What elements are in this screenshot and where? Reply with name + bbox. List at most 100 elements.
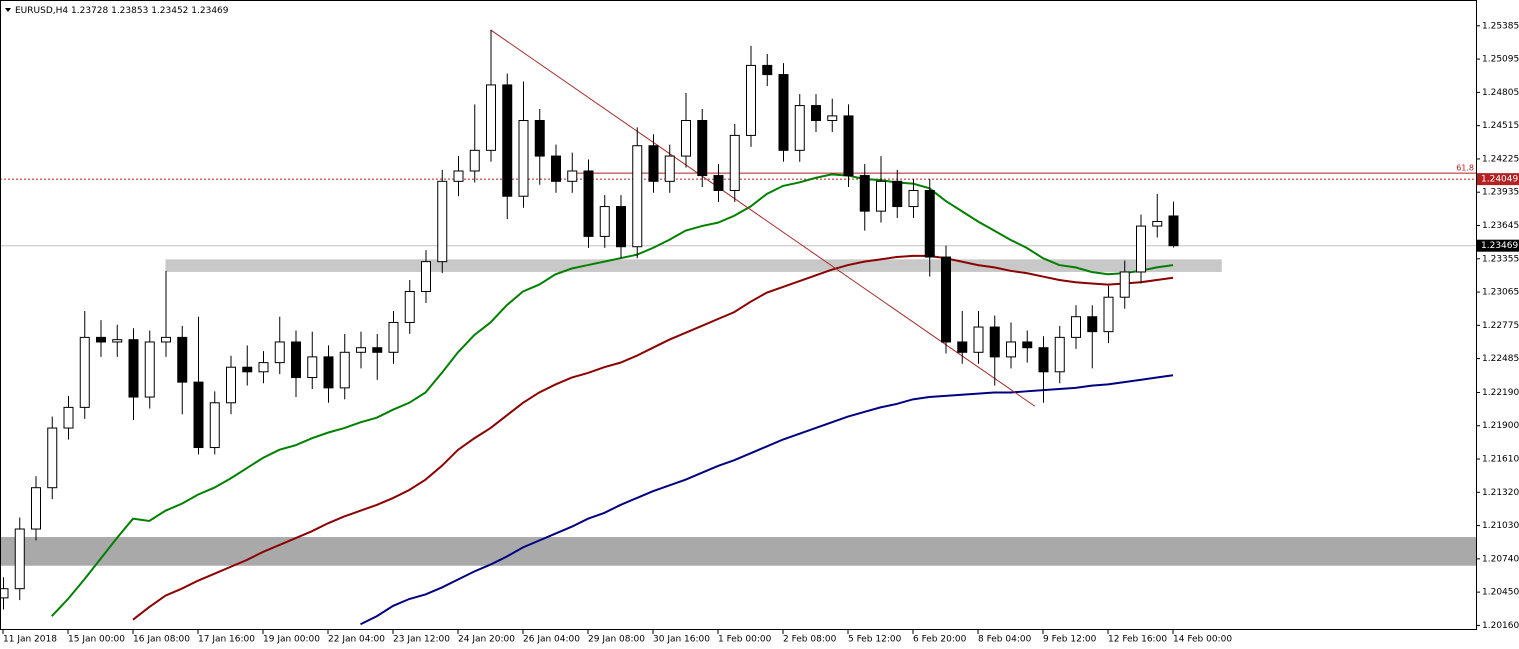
candle-body — [274, 341, 285, 364]
fib-price-tag: 1.24049 — [1477, 173, 1519, 186]
candle-body — [681, 119, 691, 157]
candle-body — [486, 84, 496, 151]
moving-average — [132, 254, 1174, 621]
candle-body — [79, 336, 90, 408]
current-price-tag: 1.23469 — [1477, 239, 1519, 252]
candle-body — [1006, 341, 1016, 358]
candle-body — [908, 189, 919, 208]
x-tick-label: 24 Jan 20:00 — [458, 635, 515, 645]
candle-body — [226, 366, 236, 404]
candle-body — [859, 175, 870, 212]
trendline — [490, 29, 1036, 407]
candle-body — [323, 356, 334, 389]
candle-body — [209, 402, 220, 449]
candle-body — [372, 347, 383, 353]
y-tick-label: 1.21030 — [1482, 521, 1519, 531]
y-tick-label: 1.24515 — [1482, 121, 1519, 131]
candle-body — [437, 180, 448, 263]
x-tick-label: 8 Feb 04:00 — [978, 635, 1032, 645]
current-price-box — [1477, 239, 1519, 252]
y-tick-label: 1.23645 — [1482, 221, 1519, 231]
fib-label: 61.8 — [1456, 164, 1474, 173]
candle-body — [469, 149, 480, 172]
y-tick-label: 1.23935 — [1482, 188, 1519, 198]
plot-area: 61.8 — [0, 29, 1476, 626]
symbol: EURUSD,H4 — [15, 6, 68, 16]
candle-body — [388, 321, 399, 353]
candle-body — [161, 336, 171, 343]
x-tick-label: 15 Jan 00:00 — [68, 635, 125, 645]
candle-body — [892, 180, 903, 208]
candle-body — [1022, 341, 1033, 349]
candle-body — [876, 180, 886, 212]
candle-body — [404, 290, 415, 323]
candle-body — [193, 381, 204, 449]
candle-body — [989, 326, 1000, 358]
y-tick-label: 1.20450 — [1482, 588, 1519, 598]
x-tick-label: 1 Feb 00:00 — [718, 635, 772, 645]
candle-body — [957, 341, 968, 353]
y-tick-label: 1.21900 — [1482, 421, 1519, 431]
x-tick-label: 17 Jan 16:00 — [198, 635, 255, 645]
y-tick-label: 1.23355 — [1482, 254, 1519, 264]
candle-body — [583, 170, 594, 237]
menu-arrow[interactable] — [5, 8, 11, 12]
candle-body — [941, 256, 951, 343]
candle-body — [973, 326, 984, 353]
x-tick-label: 16 Jan 08:00 — [133, 635, 190, 645]
candle-body — [31, 487, 41, 530]
y-tick-label: 1.24225 — [1482, 154, 1519, 164]
candle-body — [534, 119, 545, 157]
candle-body — [453, 170, 464, 182]
candle-body — [794, 105, 805, 151]
candle-body — [843, 115, 854, 177]
candle-body — [827, 115, 838, 121]
candle-body — [567, 170, 578, 182]
candle-body — [599, 206, 610, 237]
y-tick-label: 1.24805 — [1482, 88, 1519, 98]
candle-body — [1152, 220, 1163, 227]
low: 1.23452 — [151, 6, 188, 16]
candle-body — [632, 145, 643, 248]
candle-body — [128, 339, 139, 398]
x-tick-label: 30 Jan 16:00 — [653, 635, 710, 645]
x-tick-label: 26 Jan 04:00 — [523, 635, 580, 645]
y-tick-label: 1.22485 — [1482, 354, 1519, 364]
moving-average — [360, 374, 1174, 626]
candle-body — [1071, 316, 1081, 338]
candle-body — [778, 74, 789, 151]
y-tick-label: 1.20740 — [1482, 554, 1519, 564]
candle-body — [1087, 316, 1098, 333]
candle-body — [258, 362, 269, 373]
y-tick-label: 1.25095 — [1482, 55, 1519, 65]
candle-body — [14, 528, 25, 590]
fib-price-label: 1.24049 — [1481, 175, 1518, 185]
candle-body — [1119, 271, 1130, 298]
x-tick-label: 9 Feb 12:00 — [1043, 635, 1097, 645]
x-tick-label: 23 Jan 12:00 — [393, 635, 450, 645]
x-tick-label: 11 Jan 2018 — [3, 635, 57, 645]
candle-body — [518, 119, 529, 197]
y-tick-label: 1.22190 — [1482, 388, 1519, 398]
y-tick-label: 1.20160 — [1482, 621, 1519, 631]
plot-border — [0, 0, 1477, 630]
candle-body — [0, 588, 9, 599]
candle-body — [1054, 336, 1065, 373]
fib-price-box — [1477, 173, 1519, 186]
header: EURUSD,H4 1.23728 1.23853 1.23452 1.2346… — [15, 6, 229, 16]
x-tick-label: 2 Feb 08:00 — [783, 635, 837, 645]
candle-body — [47, 427, 58, 489]
candle-body — [291, 341, 301, 379]
close: 1.23469 — [191, 6, 228, 16]
y-tick-label: 1.23065 — [1482, 288, 1519, 298]
candle-body — [746, 64, 756, 136]
candle-body — [648, 145, 659, 182]
candle-body — [729, 134, 740, 191]
candle-body — [502, 84, 513, 197]
candle-body — [1103, 296, 1114, 333]
x-tick-label: 14 Feb 00:00 — [1173, 635, 1232, 645]
candle-body — [144, 341, 155, 398]
candle-body — [177, 336, 188, 383]
y-tick-label: 1.21610 — [1482, 455, 1519, 465]
x-tick-label: 22 Jan 04:00 — [328, 635, 385, 645]
